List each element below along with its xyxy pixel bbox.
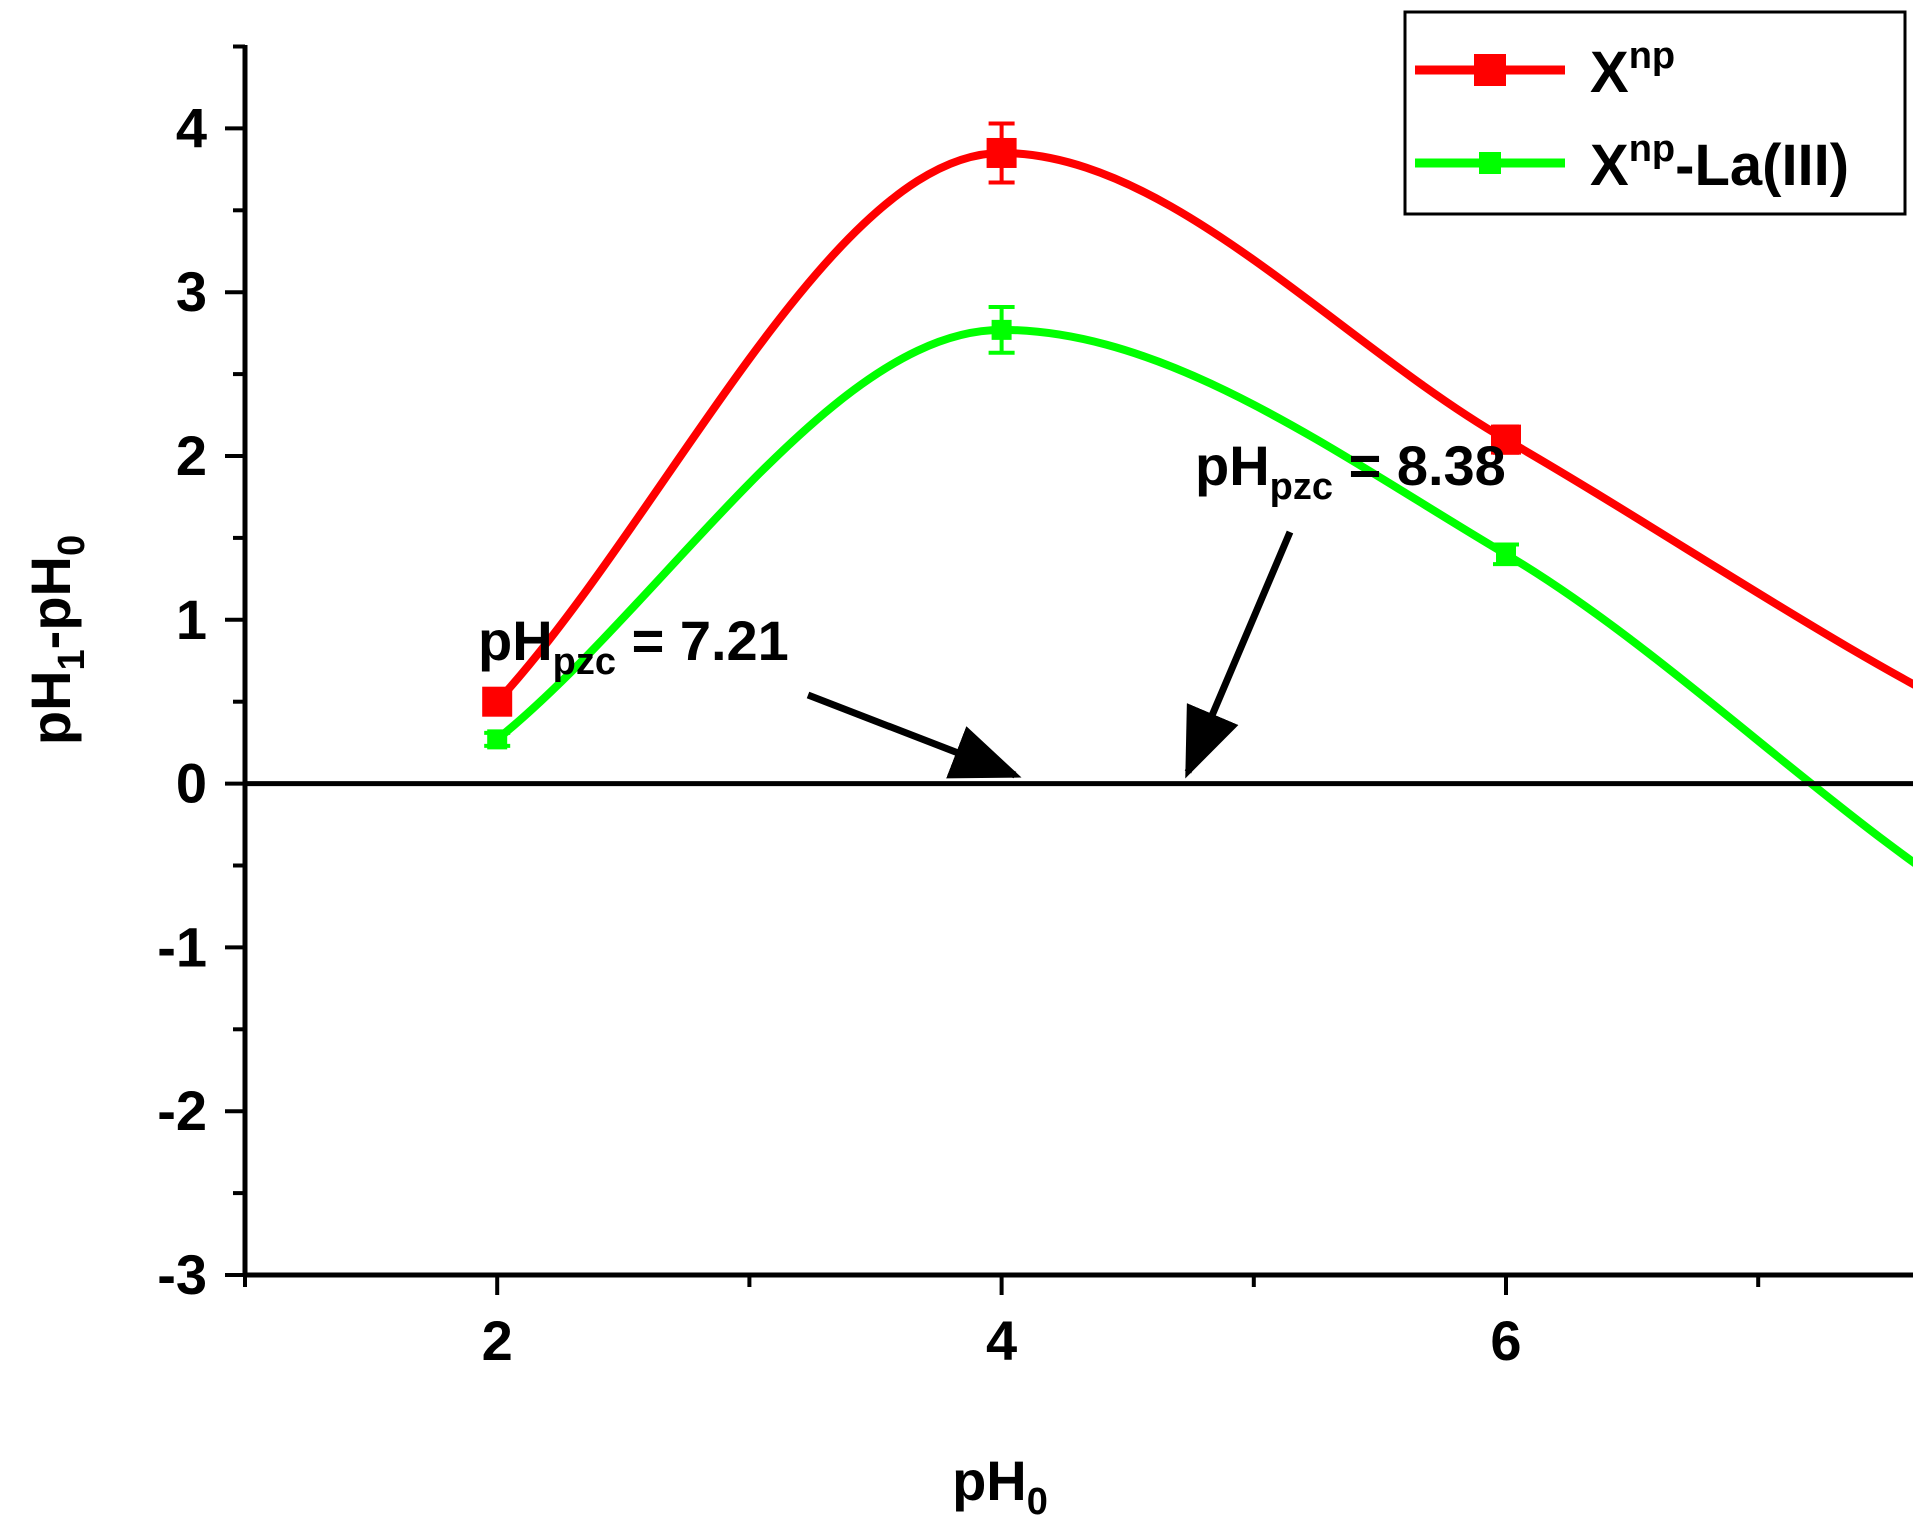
y-axis-label-p2: -pH bbox=[19, 556, 82, 649]
data-point bbox=[482, 686, 513, 717]
y-tick-label: 4 bbox=[176, 96, 207, 159]
y-tick-label: 3 bbox=[176, 260, 207, 323]
annotation-pzc-838-rest: = 8.38 bbox=[1333, 434, 1506, 497]
series-xnp-la bbox=[484, 304, 1913, 867]
x-tick-label: 4 bbox=[986, 1309, 1017, 1372]
x-axis-label-sub: 0 bbox=[1027, 1481, 1048, 1520]
data-point bbox=[1496, 544, 1516, 565]
annotation-pzc-838-arrow bbox=[1184, 530, 1294, 779]
y-ticks: -3 -2 -1 0 1 2 3 4 bbox=[157, 44, 245, 1306]
annotation-pzc-721: pHpzc = 7.21 bbox=[478, 609, 1022, 779]
x-tick-label: 6 bbox=[1490, 1309, 1521, 1372]
legend-label-xnp-la-sup: np bbox=[1629, 128, 1675, 170]
y-tick-label: -3 bbox=[157, 1243, 207, 1306]
legend-label-xnp-la-suffix: -La(III) bbox=[1675, 133, 1849, 198]
x-ticks: 24681012 bbox=[243, 1275, 1761, 1372]
annotation-pzc-721-arrow bbox=[806, 691, 1022, 779]
legend: Xnp Xnp-La(III) bbox=[1403, 10, 1907, 216]
annotation-pzc-838: pHpzc = 8.38 bbox=[1184, 434, 1506, 779]
data-point bbox=[487, 729, 508, 750]
y-axis-label-s2: 0 bbox=[51, 535, 93, 556]
legend-item-xnp: Xnp bbox=[1415, 35, 1675, 105]
legend-swatch-marker-xnp-la bbox=[1479, 152, 1501, 174]
legend-label-xnp-la-base: X bbox=[1590, 133, 1629, 198]
legend-item-xnp-la: Xnp-La(III) bbox=[1415, 128, 1849, 198]
y-axis-label: pH1-pH0 bbox=[19, 535, 93, 745]
data-point bbox=[1491, 424, 1521, 455]
annotation-pzc-721-sub: pzc bbox=[553, 641, 616, 683]
x-tick-label: 2 bbox=[482, 1309, 513, 1372]
annotation-pzc-721-base: pH bbox=[478, 609, 553, 672]
y-tick-label: 2 bbox=[176, 424, 207, 487]
y-tick-label: 0 bbox=[176, 752, 207, 815]
annotation-pzc-721-rest: = 7.21 bbox=[616, 609, 789, 672]
series-line bbox=[493, 148, 1913, 706]
legend-label-xnp-sup: np bbox=[1629, 35, 1675, 77]
annotation-pzc-721-text: pHpzc = 7.21 bbox=[478, 609, 789, 683]
y-tick-label: -2 bbox=[157, 1079, 207, 1142]
data-point bbox=[991, 319, 1012, 340]
legend-swatch-marker-xnp bbox=[1474, 54, 1506, 86]
x-axis-label-base: pH bbox=[952, 1449, 1027, 1512]
legend-label-xnp: Xnp bbox=[1590, 35, 1675, 105]
legend-label-xnp-base: X bbox=[1590, 40, 1629, 105]
annotation-pzc-838-sub: pzc bbox=[1270, 466, 1333, 508]
x-axis-label: pH0 bbox=[952, 1449, 1048, 1520]
y-axis-label-s1: 1 bbox=[51, 649, 93, 670]
y-tick-label: 1 bbox=[176, 588, 207, 651]
series-layer bbox=[482, 121, 1913, 867]
legend-frame bbox=[1403, 10, 1907, 216]
legend-label-xnp-la: Xnp-La(III) bbox=[1590, 128, 1849, 198]
annotation-pzc-838-base: pH bbox=[1195, 434, 1270, 497]
series-line bbox=[493, 325, 1913, 867]
y-tick-label: -1 bbox=[157, 915, 207, 978]
annotation-pzc-838-text: pHpzc = 8.38 bbox=[1195, 434, 1506, 508]
data-point bbox=[986, 137, 1017, 168]
series-xnp bbox=[482, 121, 1913, 717]
y-axis-label-p1: pH bbox=[19, 670, 82, 745]
